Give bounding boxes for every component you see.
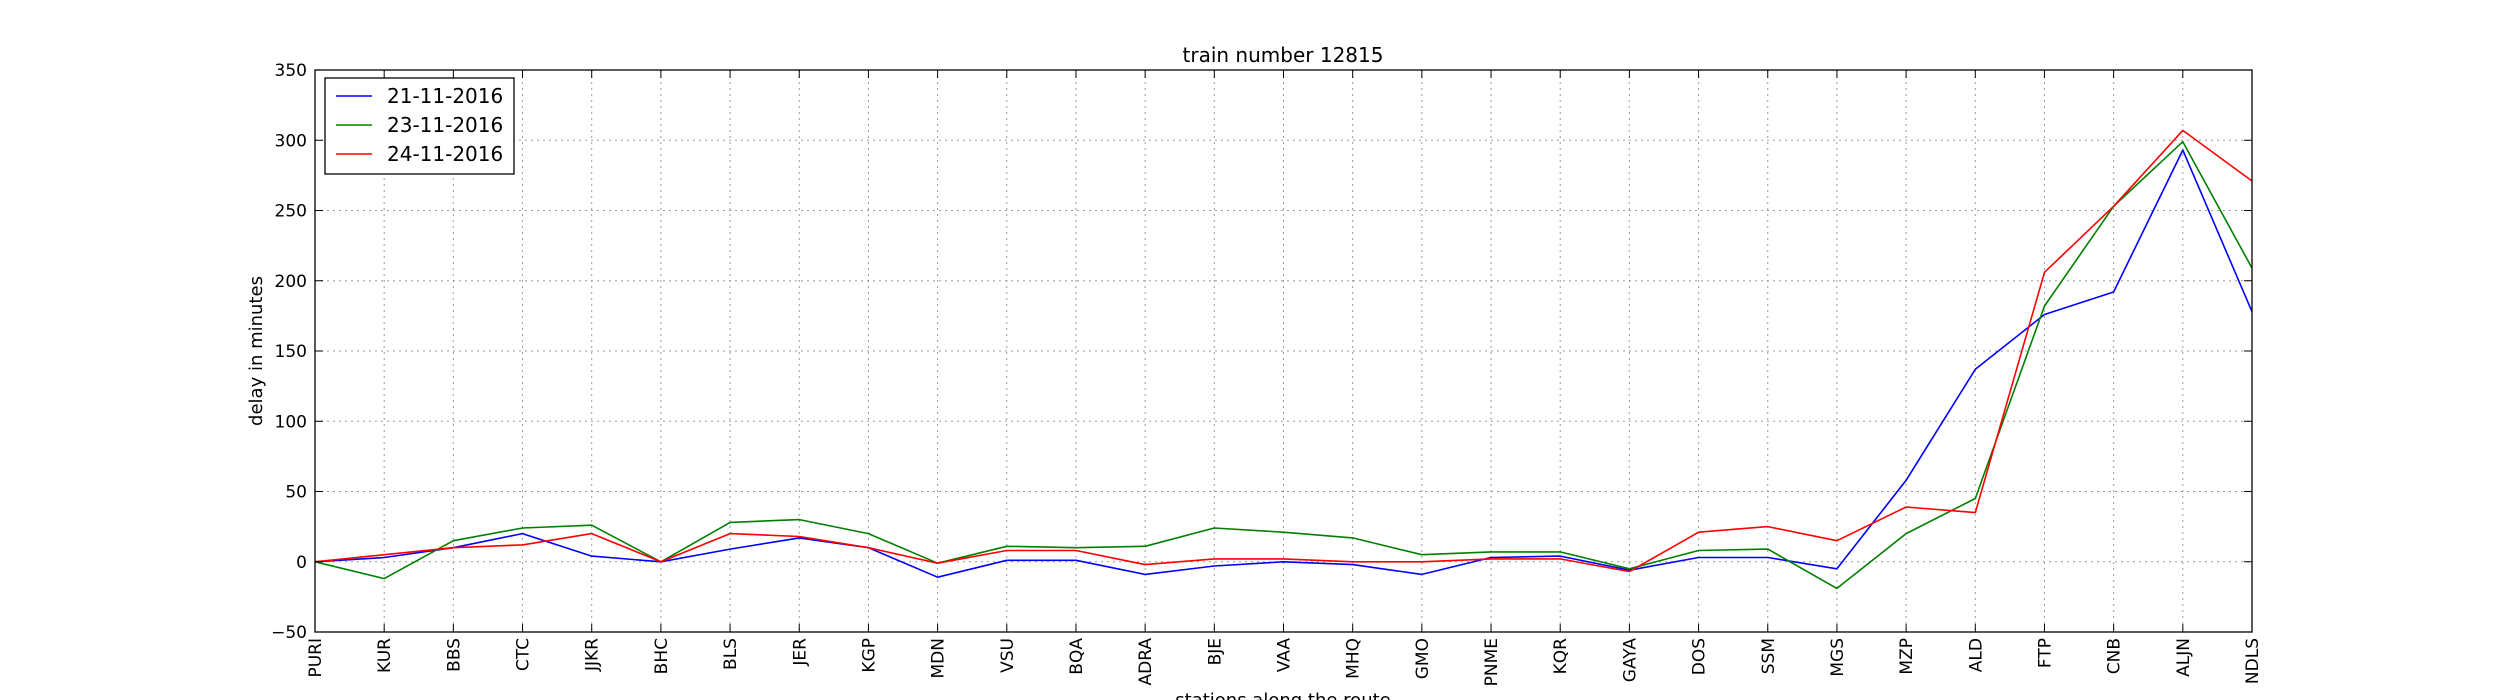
x-tick-label-mdn: MDN [929, 638, 949, 678]
series-line-23-11-2016 [314, 140, 2253, 590]
legend: 21-11-2016 23-11-2016 24-11-2016 [324, 77, 515, 175]
x-axis-title: stations along the route [1175, 690, 1390, 700]
x-tick-label-gaya: GAYA [1620, 638, 1640, 683]
x-tick-label-jer: JER [790, 638, 810, 667]
x-tick-label-bhc: BHC [652, 638, 672, 674]
legend-label-24-11-2016: 24-11-2016 [387, 142, 503, 166]
y-tick-label: 150 [275, 342, 307, 362]
x-tick-label-ctc: CTC [514, 638, 534, 671]
x-tick-label-bbs: BBS [444, 638, 464, 672]
y-tick-label: −50 [271, 623, 307, 643]
x-tick-label-bls: BLS [721, 638, 741, 670]
x-tick-label-bqa: BQA [1067, 638, 1087, 675]
y-tick-label: 0 [296, 553, 307, 573]
y-tick-label: 350 [275, 61, 307, 81]
x-tick-label-vaa: VAA [1275, 638, 1295, 673]
x-tick-label-cnb: CNB [2105, 638, 2125, 674]
y-tick-label: 100 [275, 412, 307, 432]
chart-title: train number 12815 [1183, 43, 1384, 67]
y-tick-label: 50 [285, 483, 307, 503]
x-tick-label-bje: BJE [1205, 638, 1225, 665]
series-lines [314, 129, 2253, 590]
x-tick-label-dos: DOS [1690, 638, 1710, 675]
x-tick-label-ndls: NDLS [2243, 638, 2263, 684]
y-tick-label: 250 [275, 202, 307, 222]
x-tick-label-pnme: PNME [1482, 638, 1502, 686]
x-tick-label-ald: ALD [1966, 638, 1986, 672]
x-tick-label-adra: ADRA [1136, 638, 1156, 686]
x-tick-label-ssm: SSM [1759, 638, 1779, 674]
legend-label-21-11-2016: 21-11-2016 [387, 84, 503, 108]
legend-label-23-11-2016: 23-11-2016 [387, 113, 503, 137]
x-tick-label-ftp: FTP [2035, 638, 2055, 668]
x-tick-label-mhq: MHQ [1344, 638, 1364, 679]
grid [315, 70, 2252, 632]
x-tick-label-kgp: KGP [859, 638, 879, 673]
y-axis-title: delay in minutes [246, 276, 267, 426]
x-tick-label-jjkr: JJKR [583, 638, 603, 672]
x-tick-label-kqr: KQR [1551, 638, 1571, 675]
x-tick-label-kur: KUR [375, 638, 395, 673]
x-tick-label-puri: PURI [306, 638, 326, 678]
y-tick-label: 200 [275, 272, 307, 292]
series-line-21-11-2016 [314, 149, 2253, 579]
x-tick-label-aljn: ALJN [2174, 638, 2194, 677]
x-axis-ticks: PURI KUR BBS CTC JJKR BHC BLS JER KGP MDN VSU BQA AD… [306, 70, 2263, 686]
legend-frame [324, 77, 515, 175]
y-tick-label: 300 [275, 131, 307, 151]
x-tick-label-mzp: MZP [1897, 638, 1917, 675]
y-axis-ticks: −50 0 50 100 150 200 250 300 350 [271, 61, 2252, 643]
x-tick-label-vsu: VSU [998, 638, 1018, 673]
x-tick-label-mgs: MGS [1828, 638, 1848, 677]
x-tick-label-gmo: GMO [1413, 638, 1433, 679]
series-line-24-11-2016 [314, 129, 2253, 573]
